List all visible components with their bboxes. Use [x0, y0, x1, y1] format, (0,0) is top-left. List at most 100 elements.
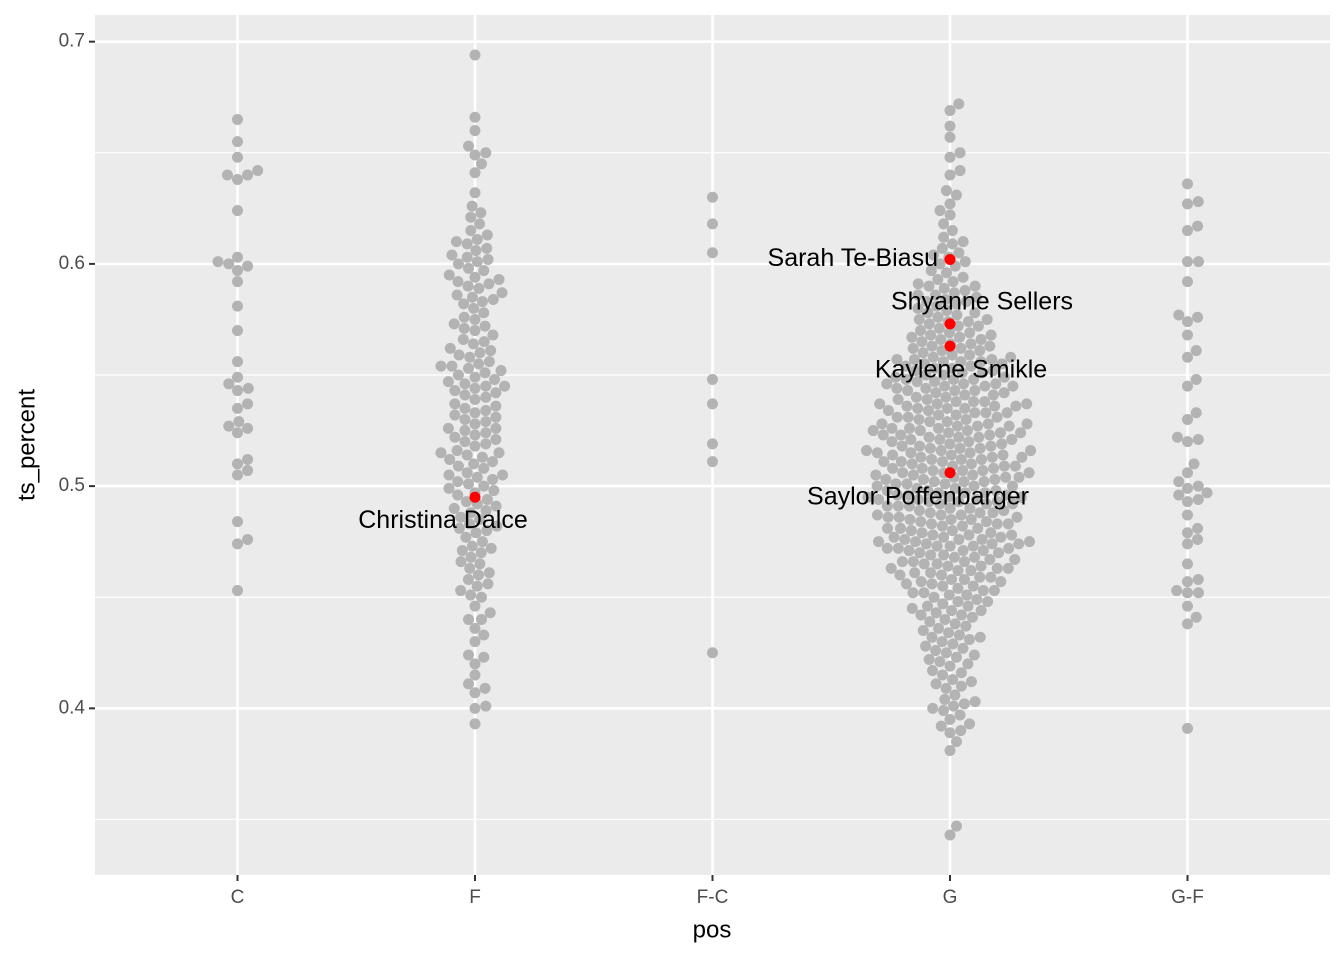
highlight-point	[469, 491, 481, 503]
point	[465, 589, 477, 601]
point	[900, 360, 912, 372]
point	[962, 316, 974, 328]
point	[949, 618, 961, 630]
point	[941, 416, 953, 428]
point	[967, 540, 979, 552]
point	[999, 371, 1011, 383]
point	[487, 456, 499, 468]
point	[449, 431, 461, 443]
point	[871, 447, 883, 459]
point	[985, 571, 997, 583]
point	[921, 393, 933, 405]
point	[469, 325, 481, 337]
point	[1182, 558, 1193, 570]
point	[967, 580, 979, 592]
point	[468, 458, 480, 470]
point	[882, 511, 894, 523]
point	[937, 598, 949, 610]
point	[465, 551, 477, 563]
point	[943, 589, 955, 601]
point	[933, 422, 945, 434]
point	[478, 462, 490, 474]
point	[946, 225, 958, 237]
point	[1009, 553, 1021, 565]
point	[467, 338, 479, 350]
point	[938, 531, 950, 543]
point	[931, 300, 943, 312]
point	[886, 422, 898, 434]
point	[982, 596, 994, 608]
point	[941, 305, 953, 317]
point	[456, 545, 468, 557]
point	[936, 456, 948, 468]
point	[895, 429, 907, 441]
point	[935, 445, 947, 457]
point	[950, 651, 962, 663]
x-tick-label: G	[943, 887, 958, 908]
x-axis-title: pos	[693, 916, 732, 943]
point	[950, 189, 962, 201]
point	[937, 580, 949, 592]
point	[1192, 433, 1204, 445]
point	[474, 218, 486, 230]
point	[221, 169, 233, 181]
point	[897, 467, 909, 479]
point	[1182, 467, 1193, 479]
point	[934, 498, 946, 510]
point	[986, 353, 998, 365]
point	[444, 342, 456, 354]
point	[968, 649, 980, 661]
point	[1182, 316, 1193, 328]
point	[890, 478, 902, 490]
point	[907, 469, 919, 481]
point	[490, 500, 502, 512]
point	[974, 571, 986, 583]
point	[929, 376, 941, 388]
point	[925, 329, 937, 341]
point	[876, 418, 888, 430]
point	[915, 609, 927, 621]
point	[955, 453, 967, 465]
point	[995, 531, 1007, 543]
point	[452, 369, 464, 381]
point	[1182, 722, 1193, 734]
point	[473, 358, 485, 370]
point	[881, 485, 893, 497]
point	[882, 522, 894, 534]
point	[944, 727, 956, 739]
point	[926, 578, 938, 590]
point	[471, 233, 483, 245]
point	[966, 611, 978, 623]
point	[924, 507, 936, 519]
point	[944, 438, 956, 450]
point	[969, 307, 981, 319]
point	[920, 369, 932, 381]
point	[233, 416, 245, 428]
point	[932, 311, 944, 323]
point	[957, 642, 969, 654]
point	[223, 420, 235, 432]
point	[877, 429, 889, 441]
point	[974, 631, 986, 643]
point	[1193, 587, 1205, 599]
point	[1193, 256, 1205, 268]
point	[963, 633, 975, 645]
point	[928, 591, 940, 603]
point	[469, 49, 481, 61]
point	[937, 369, 949, 381]
point	[943, 491, 955, 503]
point	[459, 389, 471, 401]
point	[471, 471, 483, 483]
highlight-point	[944, 318, 956, 330]
point	[939, 613, 951, 625]
point	[707, 247, 718, 259]
point	[968, 373, 980, 385]
point	[707, 647, 718, 659]
point	[906, 331, 918, 343]
point	[1190, 345, 1202, 357]
point	[1173, 489, 1185, 501]
point	[1003, 420, 1015, 432]
point	[944, 169, 956, 181]
point	[930, 645, 942, 657]
